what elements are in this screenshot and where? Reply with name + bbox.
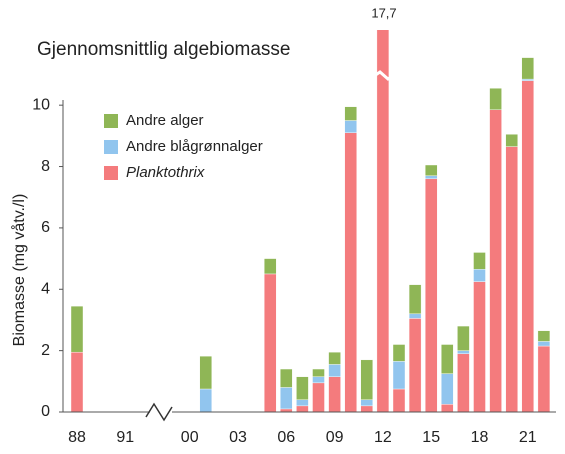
annotation: 17,7 — [371, 5, 396, 20]
legend-label: Andre blågrønnalger — [126, 138, 263, 155]
bar-segment — [441, 404, 454, 413]
bar-segment — [328, 351, 341, 365]
y-tick-label: 2 — [41, 342, 50, 359]
bar-segment — [457, 325, 470, 351]
bar-segment — [521, 78, 534, 81]
bar-segment — [408, 284, 422, 315]
bar-segment — [521, 57, 534, 80]
bar-segment — [505, 146, 518, 413]
bar-segment — [392, 361, 406, 390]
bar-segment — [344, 106, 357, 121]
bar-segment — [408, 313, 422, 319]
bar-segment — [296, 376, 309, 400]
bar-segment — [264, 258, 277, 275]
legend-label: Planktothrix — [126, 164, 205, 181]
bar-segment — [360, 399, 373, 407]
legend-swatch — [104, 166, 118, 180]
bar-segment — [360, 359, 373, 400]
bar-segment — [537, 345, 551, 413]
bar-segment — [521, 80, 534, 413]
x-tick-label: 91 — [116, 429, 134, 446]
bar-segment — [264, 273, 277, 413]
x-tick-label: 03 — [229, 429, 247, 446]
legend-swatch — [104, 140, 118, 154]
bar-segment — [360, 405, 373, 413]
bar-segment — [473, 269, 486, 282]
bar-segment — [344, 120, 357, 133]
bar-segment — [441, 373, 454, 405]
bar-segment — [312, 376, 325, 384]
bar-segment — [199, 388, 213, 413]
bar-segment — [312, 382, 325, 413]
bar-segment — [425, 178, 438, 413]
chart-title: Gjennomsnittlig algebiomasse — [37, 39, 290, 60]
bar-segment — [70, 305, 84, 353]
bar-segment — [537, 330, 551, 342]
bar-segment — [473, 281, 486, 413]
bar-segment — [70, 351, 84, 413]
bar-segment — [392, 344, 406, 362]
bar-segment — [312, 368, 325, 377]
bar-segment — [376, 30, 390, 413]
x-tick-label: 06 — [277, 429, 295, 446]
bar-segment — [392, 388, 406, 413]
legend-swatch — [104, 114, 118, 128]
bar-segment — [489, 88, 502, 110]
bar-segment — [328, 364, 341, 377]
axis-break — [145, 402, 173, 422]
bar-segment — [296, 405, 309, 413]
bar-segment — [408, 318, 422, 413]
bar-segment — [537, 341, 551, 347]
legend: Andre alger Andre blågrønnalger Planktothr… — [104, 112, 263, 181]
x-tick-label: 12 — [374, 429, 392, 446]
y-axis-label: Biomasse (mg våtv./l) — [10, 194, 28, 347]
legend-label: Andre alger — [126, 112, 204, 129]
x-tick-label: 18 — [471, 429, 489, 446]
y-tick-label: 10 — [32, 96, 50, 113]
bar-segment — [505, 134, 518, 147]
x-tick-label: 00 — [181, 429, 199, 446]
y-tick-label: 6 — [41, 219, 50, 236]
bar-segment — [328, 376, 341, 413]
bar-segment — [280, 387, 293, 410]
y-tick-label: 0 — [41, 403, 50, 420]
bar-segment — [425, 175, 438, 180]
bar-segment — [344, 132, 357, 413]
bar-segment — [473, 252, 486, 270]
bar-segment — [457, 350, 470, 354]
y-tick-label: 4 — [41, 280, 50, 297]
x-tick-label: 21 — [519, 429, 537, 446]
x-tick-label: 88 — [68, 429, 86, 446]
bars — [70, 30, 551, 413]
bar-segment — [296, 399, 309, 407]
x-tick-label: 15 — [422, 429, 440, 446]
bar-segment — [280, 368, 293, 388]
bar-segment — [457, 353, 470, 413]
bar-segment — [489, 109, 502, 413]
x-tick-label: 09 — [326, 429, 344, 446]
bar-segment — [441, 344, 454, 374]
bar-break — [373, 70, 395, 81]
bar-segment — [425, 164, 438, 176]
bar-segment — [199, 355, 213, 390]
y-tick-label: 8 — [41, 158, 50, 175]
